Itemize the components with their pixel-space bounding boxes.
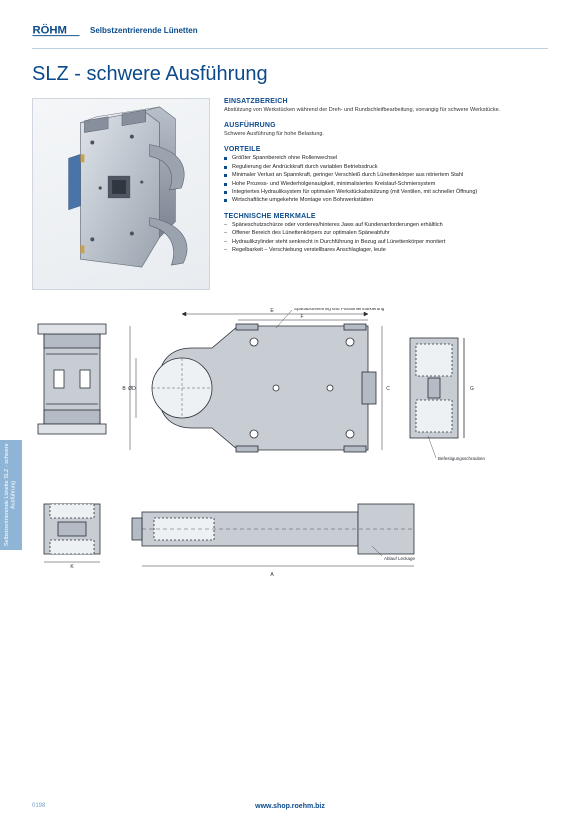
svg-text:K: K xyxy=(70,564,74,570)
footer-url: www.shop.roehm.biz xyxy=(255,803,325,810)
technical-drawing: E F B ØD C G K xyxy=(32,308,512,598)
list-item: Größter Spannbereich ohne Rollenwechsel xyxy=(224,155,548,162)
section-text-ausf: Schwere Ausführung für hohe Belastung. xyxy=(224,131,548,138)
svg-text:F: F xyxy=(300,314,303,320)
header: RÖHM Selbstzentrierende Lünetten xyxy=(32,22,548,38)
tech-list: Späneschutzschürze oder vorderes/hintere… xyxy=(224,222,548,255)
svg-text:RÖHM: RÖHM xyxy=(32,23,66,36)
list-item: Integriertes Hydrauliksystem für optimal… xyxy=(224,189,548,196)
svg-text:G: G xyxy=(470,386,474,392)
svg-text:C: C xyxy=(386,386,390,392)
svg-text:ØD: ØD xyxy=(128,386,136,392)
svg-text:B: B xyxy=(122,386,126,392)
header-subtitle: Selbstzentrierende Lünetten xyxy=(90,26,198,35)
page-title: SLZ - schwere Ausführung xyxy=(32,63,548,86)
product-image xyxy=(32,98,210,290)
section-heading-ausf: AUSFÜHRUNG xyxy=(224,122,548,129)
divider xyxy=(32,48,548,49)
list-item: Offener Bereich des Lünettenkörpers zur … xyxy=(224,230,548,237)
page-number: 0198 xyxy=(32,803,45,809)
list-item: Wirtschaftliche umgekehrte Montage von B… xyxy=(224,197,548,204)
list-item: Regelbarkeit – Verschiebung verstellbare… xyxy=(224,247,548,254)
list-item: Minimaler Verlust an Spannkraft, geringe… xyxy=(224,172,548,179)
side-tab: Selbstzentrierende Lünette SLZ - schwere… xyxy=(0,440,22,550)
vorteile-list: Größter Spannbereich ohne Rollenwechsel … xyxy=(224,155,548,205)
list-item: Hydraulikzylinder steht senkrecht in Dur… xyxy=(224,239,548,246)
section-heading-tech: TECHNISCHE MERKMALE xyxy=(224,213,548,220)
section-text-einsatz: Abstützung von Werkstücken während der D… xyxy=(224,107,548,114)
list-item: Regulierung der Andrückkraft durch varia… xyxy=(224,164,548,171)
section-heading-einsatz: EINSATZBEREICH xyxy=(224,98,548,105)
svg-text:E: E xyxy=(270,308,274,314)
svg-text:A: A xyxy=(270,572,274,578)
drawing-note-top: Spanabstreiferring und Positioniermarkie… xyxy=(294,308,385,311)
footer: 0198 www.shop.roehm.biz xyxy=(0,792,580,820)
brand-logo: RÖHM xyxy=(32,22,80,38)
list-item: Hohe Prozess- und Wiederholgenauigkeit, … xyxy=(224,181,548,188)
text-column: EINSATZBEREICH Abstützung von Werkstücke… xyxy=(224,98,548,290)
drawing-note-right: Befestigungsschrauben xyxy=(438,456,486,461)
side-tab-label: Selbstzentrierende Lünette SLZ - schwere… xyxy=(4,440,17,550)
section-heading-vorteile: VORTEILE xyxy=(224,146,548,153)
drawing-note-bottom: Ablauf Leckage xyxy=(384,556,416,561)
list-item: Späneschutzschürze oder vorderes/hintere… xyxy=(224,222,548,229)
